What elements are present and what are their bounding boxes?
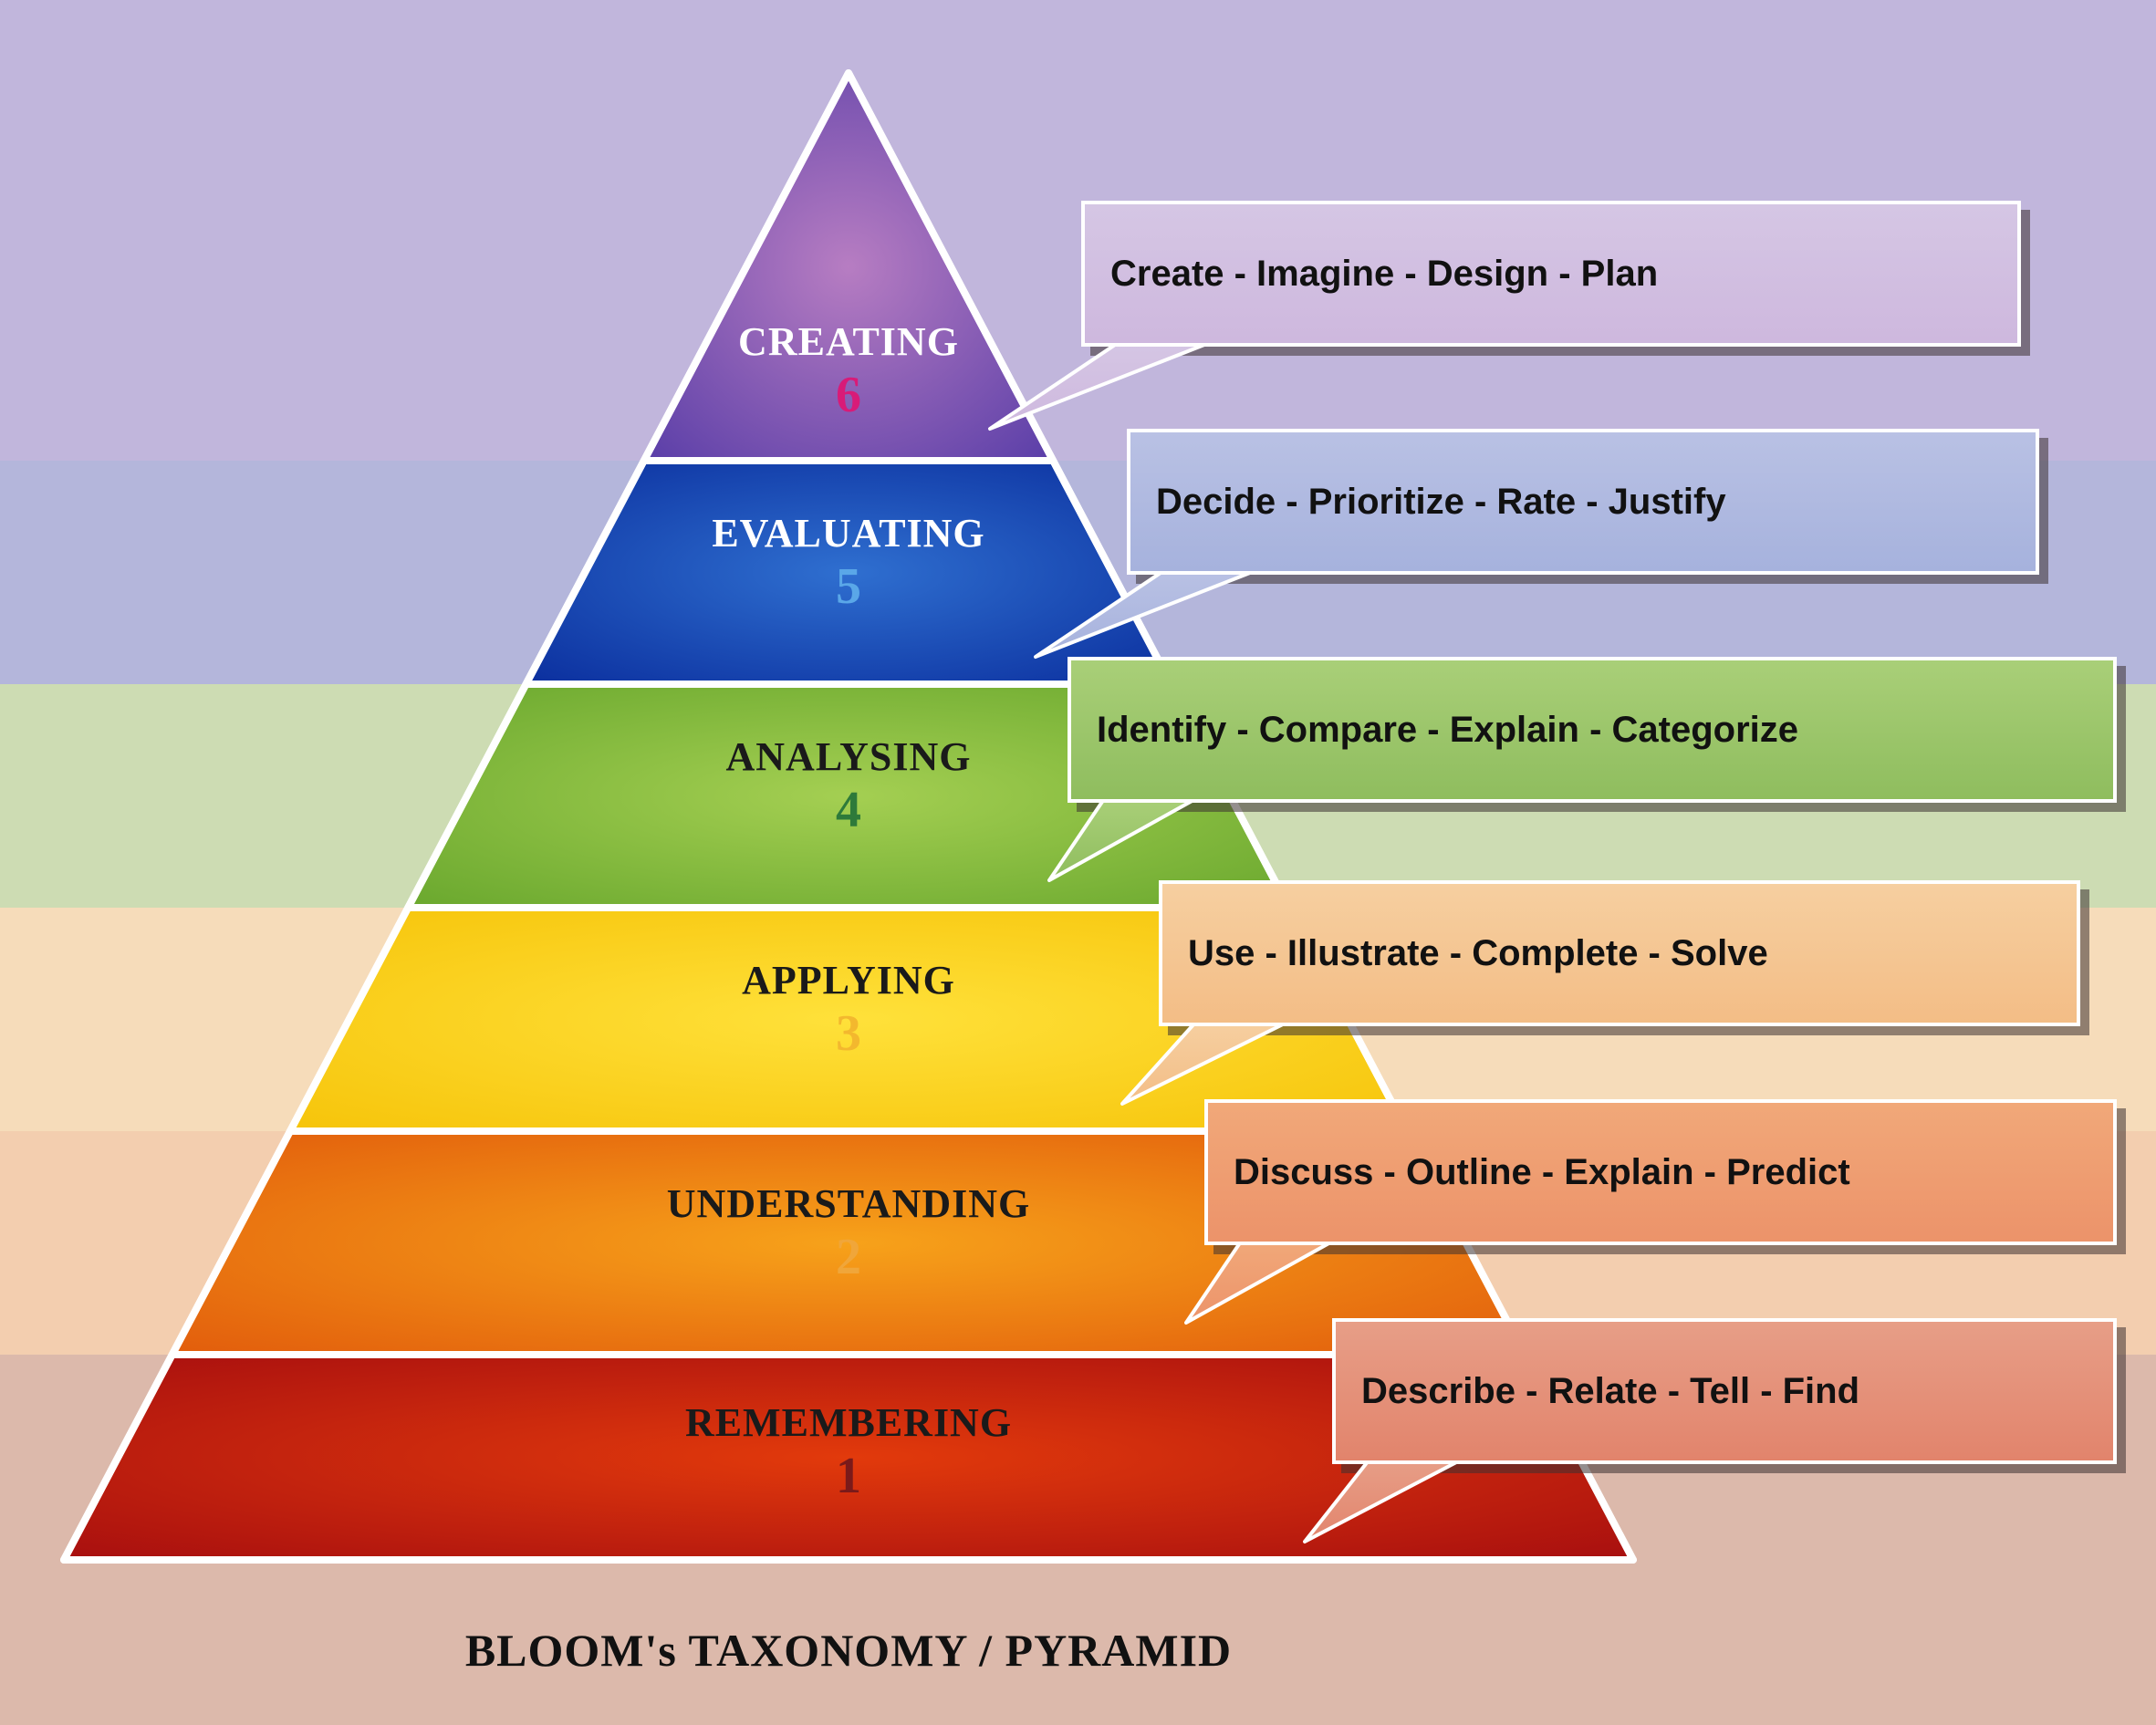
callout-level-5: Decide - Prioritize - Rate - Justify bbox=[1127, 429, 2039, 575]
callout-box: Identify - Compare - Explain - Categoriz… bbox=[1068, 657, 2117, 803]
callout-level-4: Identify - Compare - Explain - Categoriz… bbox=[1068, 657, 2117, 803]
level-title: APPLYING bbox=[742, 958, 955, 1004]
level-number: 5 bbox=[712, 557, 984, 616]
level-title: CREATING bbox=[738, 319, 959, 366]
callout-level-6: Create - Imagine - Design - Plan bbox=[1081, 201, 2021, 347]
level-label-2: UNDERSTANDING2 bbox=[667, 1181, 1030, 1286]
level-label-1: REMEMBERING1 bbox=[685, 1400, 1012, 1505]
level-number: 1 bbox=[685, 1447, 1012, 1505]
level-number: 4 bbox=[725, 781, 971, 839]
callout-box: Describe - Relate - Tell - Find bbox=[1332, 1318, 2117, 1464]
blooms-taxonomy-diagram: CREATING6 EVALUATING5 ANALYSING4 APPLYING3 U… bbox=[0, 0, 2156, 1725]
callout-level-2: Discuss - Outline - Explain - Predict bbox=[1204, 1099, 2117, 1245]
level-title: ANALYSING bbox=[725, 734, 971, 781]
level-title: REMEMBERING bbox=[685, 1400, 1012, 1447]
level-label-6: CREATING6 bbox=[738, 319, 959, 424]
callout-box: Discuss - Outline - Explain - Predict bbox=[1204, 1099, 2117, 1245]
callout-box: Use - Illustrate - Complete - Solve bbox=[1159, 880, 2080, 1026]
callout-text: Decide - Prioritize - Rate - Justify bbox=[1156, 482, 1726, 523]
level-label-3: APPLYING3 bbox=[742, 958, 955, 1063]
level-number: 2 bbox=[667, 1228, 1030, 1286]
level-number: 6 bbox=[738, 366, 959, 424]
callout-text: Identify - Compare - Explain - Categoriz… bbox=[1097, 710, 1798, 751]
diagram-caption: BLOOM's TAXONOMY / PYRAMID bbox=[465, 1624, 1232, 1677]
level-title: EVALUATING bbox=[712, 511, 984, 557]
callout-box: Decide - Prioritize - Rate - Justify bbox=[1127, 429, 2039, 575]
level-label-4: ANALYSING4 bbox=[725, 734, 971, 839]
callout-box: Create - Imagine - Design - Plan bbox=[1081, 201, 2021, 347]
callout-text: Describe - Relate - Tell - Find bbox=[1361, 1371, 1859, 1412]
callout-text: Use - Illustrate - Complete - Solve bbox=[1188, 933, 1768, 974]
callout-level-1: Describe - Relate - Tell - Find bbox=[1332, 1318, 2117, 1464]
level-label-5: EVALUATING5 bbox=[712, 511, 984, 616]
callout-text: Create - Imagine - Design - Plan bbox=[1110, 254, 1658, 295]
callout-text: Discuss - Outline - Explain - Predict bbox=[1234, 1152, 1850, 1193]
level-number: 3 bbox=[742, 1004, 955, 1063]
level-title: UNDERSTANDING bbox=[667, 1181, 1030, 1228]
callout-level-3: Use - Illustrate - Complete - Solve bbox=[1159, 880, 2080, 1026]
